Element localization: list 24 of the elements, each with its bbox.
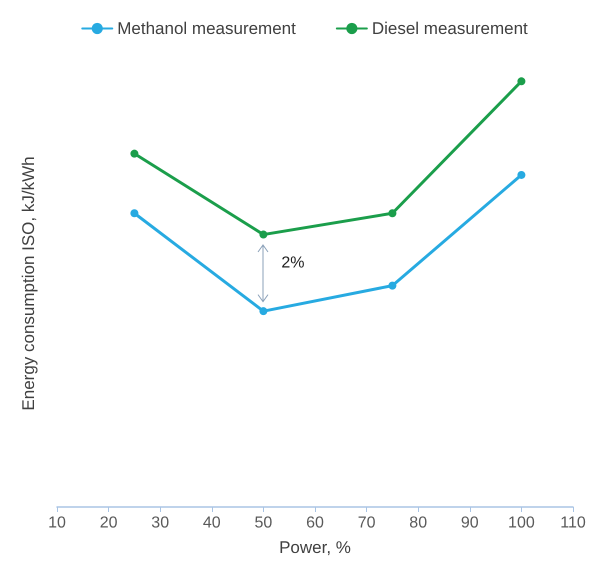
legend-label: Methanol measurement <box>117 19 296 38</box>
x-tick-label: 50 <box>254 514 272 532</box>
x-tick-label: 110 <box>560 514 586 532</box>
y-axis-title: Energy consumption ISO, kJ/kWh <box>19 156 38 411</box>
x-tick-label: 100 <box>508 514 535 532</box>
x-tick-label: 20 <box>100 514 118 532</box>
point <box>517 77 526 86</box>
legend-label: Diesel measurement <box>372 19 528 38</box>
x-tick-label: 90 <box>460 514 479 532</box>
point <box>388 282 396 290</box>
annotation: 2% <box>281 254 305 272</box>
x-axis-title: Power, % <box>279 538 351 557</box>
point <box>517 170 526 179</box>
point <box>130 150 138 158</box>
x-tick-label: 40 <box>202 514 221 532</box>
x-tick-label: 70 <box>358 514 376 532</box>
x-tick-label: 60 <box>306 514 324 532</box>
point <box>259 307 268 316</box>
point <box>130 209 138 218</box>
x-tick-label: 30 <box>151 514 170 532</box>
point <box>388 209 396 218</box>
x-tick-label: 80 <box>409 514 428 532</box>
point <box>259 230 268 239</box>
x-tick-label: 10 <box>48 514 66 532</box>
